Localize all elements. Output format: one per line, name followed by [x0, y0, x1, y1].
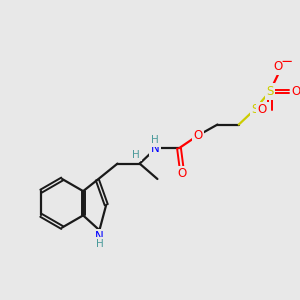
Text: H: H	[152, 135, 159, 145]
Text: S: S	[251, 103, 259, 116]
Text: N: N	[95, 230, 104, 243]
Text: O: O	[177, 167, 187, 180]
Text: −: −	[281, 54, 293, 69]
Text: N: N	[151, 142, 160, 155]
Text: H: H	[132, 150, 140, 160]
Text: O: O	[274, 60, 283, 73]
Text: H: H	[95, 239, 103, 249]
Text: O: O	[193, 129, 203, 142]
Text: S: S	[266, 85, 274, 98]
Text: O: O	[258, 103, 267, 116]
Text: O: O	[292, 85, 300, 98]
